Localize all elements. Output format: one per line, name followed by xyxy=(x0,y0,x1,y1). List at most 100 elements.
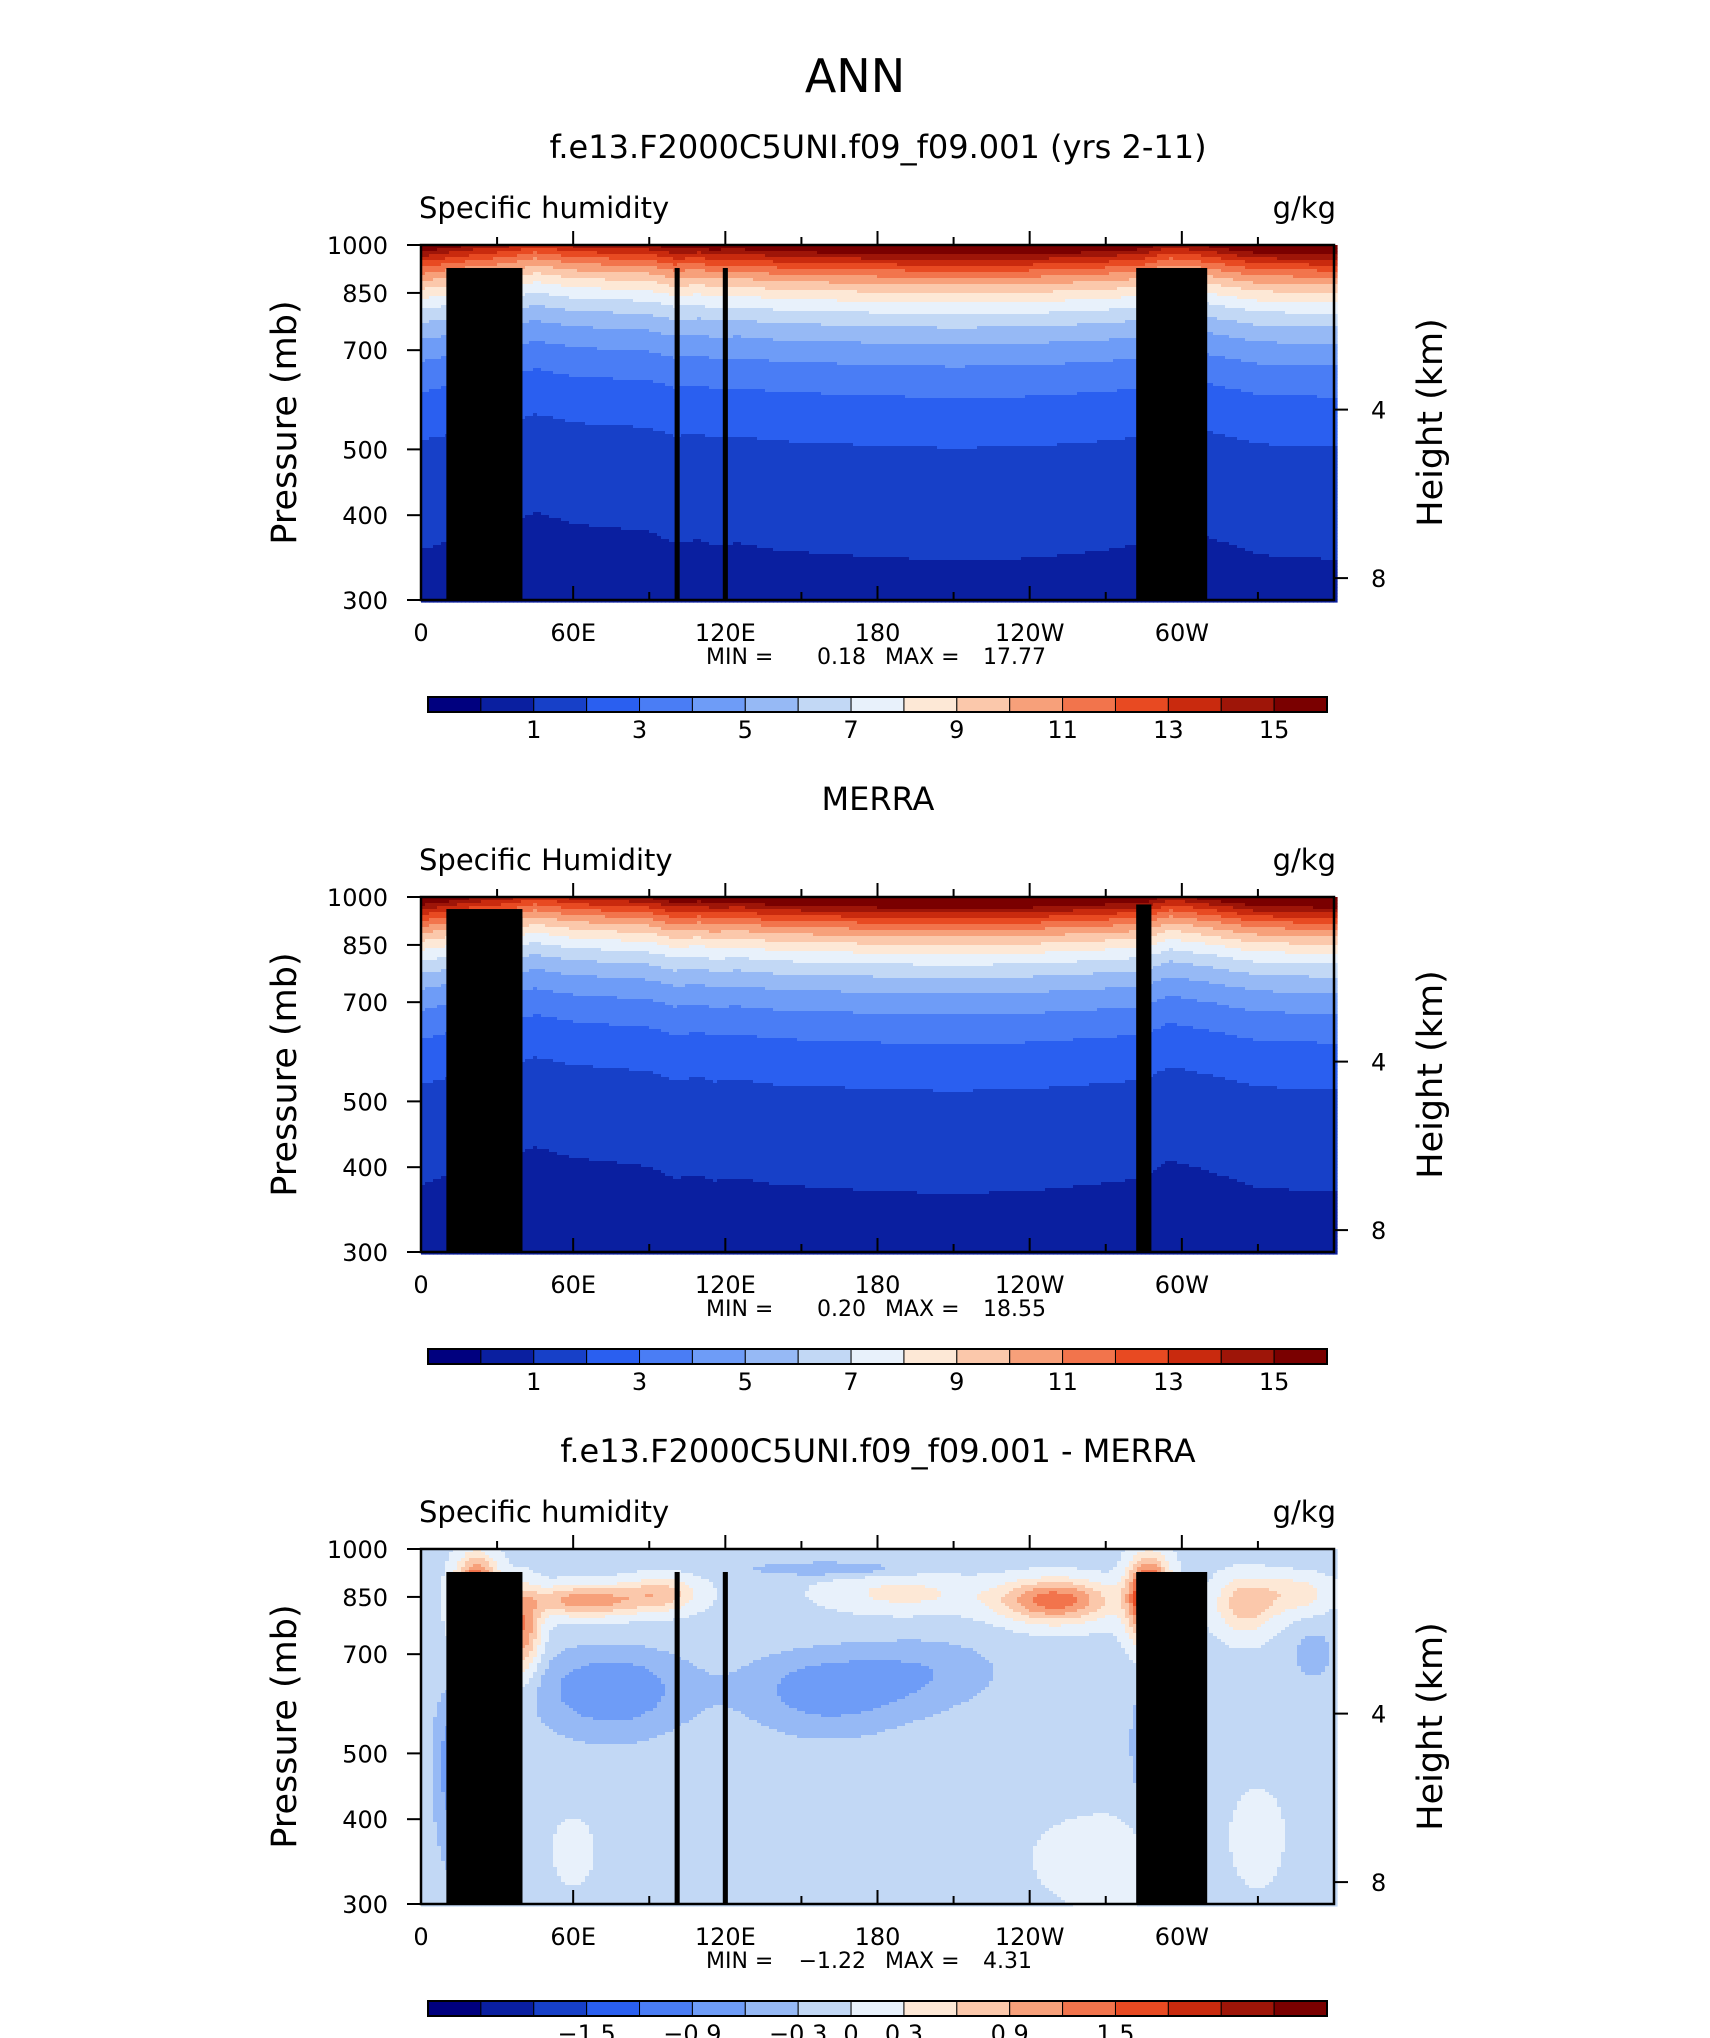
y-axis-title-right: Height (km) xyxy=(1411,1622,1451,1831)
topography-mask xyxy=(502,926,522,1252)
max-value: 17.77 xyxy=(983,645,1046,670)
colorbar-swatch xyxy=(1221,1349,1274,1364)
colorbar-swatch xyxy=(745,697,798,712)
panel-title: f.e13.F2000C5UNI.f09_f09.001 - MERRA xyxy=(560,1432,1195,1470)
colorbar-label: 9 xyxy=(949,716,964,744)
x-tick-label: 120E xyxy=(695,619,756,647)
max-label: MAX = xyxy=(885,1949,960,1974)
colorbar-swatch xyxy=(1010,1349,1063,1364)
colorbar-swatch xyxy=(1168,2001,1221,2016)
colorbar-swatch xyxy=(587,2001,640,2016)
y-tick-label: 400 xyxy=(342,1154,388,1182)
x-tick-label: 120E xyxy=(695,1923,756,1951)
colorbar-swatch xyxy=(851,1349,904,1364)
topography-mask xyxy=(489,1590,522,1904)
colorbar-label: 3 xyxy=(632,716,647,744)
colorbar-swatch xyxy=(1221,697,1274,712)
colorbar-swatch xyxy=(745,1349,798,1364)
colorbar-swatch xyxy=(1221,2001,1274,2016)
colorbar-swatch xyxy=(1274,1349,1327,1364)
colorbar-label: 15 xyxy=(1259,1368,1290,1396)
figure-title: ANN xyxy=(805,49,905,103)
x-tick-label: 0 xyxy=(413,619,428,647)
x-tick-label: 60E xyxy=(550,1923,596,1951)
y-tick-label: 500 xyxy=(342,1740,388,1768)
y-tick-label: 300 xyxy=(342,587,388,615)
y-tick-label: 1000 xyxy=(327,1536,388,1564)
topography-mask xyxy=(1136,1572,1207,1904)
colorbar-swatch xyxy=(957,2001,1010,2016)
y-tick-label: 700 xyxy=(342,989,388,1017)
colorbar-swatch xyxy=(1168,1349,1221,1364)
topography-mask xyxy=(489,286,509,600)
right-tick-label: 8 xyxy=(1371,565,1386,593)
colorbar-swatch xyxy=(481,1349,534,1364)
colorbar-swatch xyxy=(428,1349,481,1364)
units-label: g/kg xyxy=(1273,191,1336,225)
colorbar: 1 3 5 7 9 11 13 15 xyxy=(428,1349,1327,1396)
y-tick-label: 500 xyxy=(342,436,388,464)
colorbar-swatch xyxy=(957,1349,1010,1364)
colorbar-swatch xyxy=(957,697,1010,712)
topography-mask xyxy=(723,268,728,600)
colorbar-swatch xyxy=(1274,697,1327,712)
colorbar-label: −0.9 xyxy=(663,2020,721,2038)
units-label: g/kg xyxy=(1273,1495,1336,1529)
colorbar-swatch xyxy=(798,697,851,712)
field-label: Specific humidity xyxy=(419,1495,669,1529)
contour-field xyxy=(421,897,1338,1255)
topography-mask xyxy=(675,268,680,600)
colorbar-label: 13 xyxy=(1153,716,1184,744)
right-tick-label: 8 xyxy=(1371,1217,1386,1245)
y-tick-label: 850 xyxy=(342,932,388,960)
colorbar-label: 0.3 xyxy=(885,2020,923,2038)
colorbar-swatch xyxy=(745,2001,798,2016)
colorbar-swatch xyxy=(428,697,481,712)
right-tick-label: 8 xyxy=(1371,1869,1386,1897)
x-tick-label: 120W xyxy=(995,619,1065,647)
min-label: MIN = xyxy=(706,1949,773,1974)
colorbar-label: 5 xyxy=(738,1368,753,1396)
colorbar-swatch xyxy=(1063,2001,1116,2016)
max-label: MAX = xyxy=(885,1297,960,1322)
colorbar-swatch xyxy=(640,1349,693,1364)
colorbar-label: 11 xyxy=(1047,716,1078,744)
colorbar-swatch xyxy=(904,1349,957,1364)
x-tick-label: 180 xyxy=(855,619,901,647)
chart-panel-3: f.e13.F2000C5UNI.f09_f09.001 - MERRA Spec… xyxy=(265,1432,1451,2038)
colorbar-swatch xyxy=(481,697,534,712)
max-value: 18.55 xyxy=(983,1297,1046,1322)
colorbar-label: 0.9 xyxy=(991,2020,1029,2038)
colorbar-swatch xyxy=(1115,2001,1168,2016)
y-tick-label: 400 xyxy=(342,1806,388,1834)
colorbar-swatch xyxy=(640,697,693,712)
y-tick-label: 300 xyxy=(342,1239,388,1267)
y-tick-label: 500 xyxy=(342,1088,388,1116)
colorbar-swatch xyxy=(1010,2001,1063,2016)
right-tick-label: 4 xyxy=(1371,1049,1386,1077)
colorbar-label: 1 xyxy=(526,716,541,744)
colorbar-label: 1 xyxy=(526,1368,541,1396)
colorbar: −1.5 −0.9 −0.3 0 0.3 0.9 1.5 xyxy=(428,2001,1327,2038)
min-value: 0.20 xyxy=(817,1297,866,1322)
colorbar-swatch xyxy=(1063,1349,1116,1364)
colorbar-label: 7 xyxy=(843,716,858,744)
colorbar-label: 11 xyxy=(1047,1368,1078,1396)
colorbar-label: 5 xyxy=(738,716,753,744)
y-tick-label: 700 xyxy=(342,337,388,365)
y-tick-label: 850 xyxy=(342,280,388,308)
panel-title: f.e13.F2000C5UNI.f09_f09.001 (yrs 2-11) xyxy=(549,128,1206,166)
y-tick-label: 1000 xyxy=(327,232,388,260)
topography-mask xyxy=(1136,904,1151,1252)
units-label: g/kg xyxy=(1273,843,1336,877)
min-label: MIN = xyxy=(706,1297,773,1322)
colorbar-swatch xyxy=(904,2001,957,2016)
chart-panel-1: f.e13.F2000C5UNI.f09_f09.001 (yrs 2-11)S… xyxy=(265,128,1451,744)
colorbar-swatch xyxy=(640,2001,693,2016)
y-axis-title-right: Height (km) xyxy=(1411,970,1451,1179)
colorbar-label: 0 xyxy=(843,2020,858,2038)
colorbar-label: −0.3 xyxy=(769,2020,827,2038)
min-label: MIN = xyxy=(706,645,773,670)
colorbar-swatch xyxy=(534,1349,587,1364)
topography-mask xyxy=(1136,268,1207,600)
